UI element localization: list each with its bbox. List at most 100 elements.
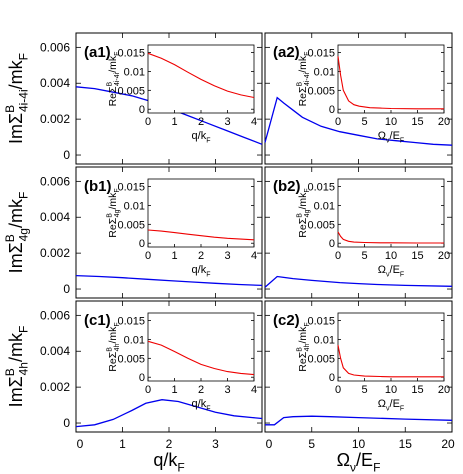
inset-x-tick-label: 1 (171, 250, 177, 262)
inset-a2-curve (337, 56, 444, 110)
inset-y-tick-label: 0 (139, 104, 145, 116)
inset-y-tick-label: 0.01 (314, 334, 335, 346)
x-tick-label: 3 (212, 437, 219, 451)
inset-y-tick-label: 0.005 (117, 353, 145, 365)
panel-c2-curve (265, 415, 453, 426)
inset-b1-curve (147, 229, 255, 241)
y-tick-label: 0 (63, 416, 70, 430)
panel-b1-curve (75, 274, 263, 287)
inset-x-tick-label: 10 (385, 250, 397, 262)
inset-y-tick-label: 0.005 (307, 353, 335, 365)
panel-label-c2: (c2) (273, 312, 300, 329)
panel-label-a2: (a2) (273, 44, 300, 61)
inset-x-tick-label: 0 (335, 116, 341, 128)
x-axis-label-col1: q/kF (153, 450, 184, 474)
inset-x-axis-label: q/kF (192, 130, 211, 144)
inset-x-tick-label: 15 (411, 250, 423, 262)
y-axis-label-row1: ImΣB4i-4i/mkF (3, 53, 31, 144)
inset-y-axis-label: ReΣB4g/mkF (106, 188, 121, 237)
inset-x-axis-label: Ων/EF (378, 130, 404, 144)
x-tick-label: 20 (441, 437, 455, 451)
inset-y-tick-label: 0.01 (314, 66, 335, 78)
inset-x-tick-label: 20 (438, 116, 450, 128)
panel-b2-curve (264, 275, 453, 288)
inset-x-tick-label: 2 (198, 116, 204, 128)
inset-x-tick-label: 5 (361, 384, 367, 396)
inset-x-tick-label: 15 (411, 384, 423, 396)
inset-y-tick-label: 0.005 (307, 85, 335, 97)
inset-x-tick-label: 1 (171, 384, 177, 396)
inset-y-tick-label: 0.015 (117, 182, 145, 194)
inset-a2-frame (337, 44, 445, 114)
panel-label-c1: (c1) (84, 312, 111, 329)
x-tick-label: 15 (399, 437, 413, 451)
y-tick-label: 0.006 (40, 308, 70, 322)
inset-x-axis-label: Ων/EF (378, 398, 404, 412)
inset-y-tick-label: 0.01 (124, 334, 145, 346)
inset-c1-frame (147, 312, 255, 382)
y-tick-label: 0 (63, 282, 70, 296)
inset-x-axis-label: q/kF (192, 398, 211, 412)
inset-x-tick-label: 2 (198, 384, 204, 396)
inset-y-tick-label: 0 (139, 372, 145, 384)
inset-x-tick-label: 10 (385, 116, 397, 128)
inset-b2-curve (337, 231, 444, 244)
panel-a2-curve (264, 96, 453, 146)
inset-x-tick-label: 2 (198, 250, 204, 262)
panel-label-a1: (a1) (84, 44, 111, 61)
inset-x-tick-label: 15 (411, 116, 423, 128)
y-axis-label-row2: ImΣB4g/mkF (3, 192, 31, 274)
inset-x-tick-label: 4 (251, 384, 257, 396)
inset-b1-frame (147, 178, 255, 248)
inset-x-tick-label: 5 (361, 116, 367, 128)
y-tick-label: 0 (63, 148, 70, 162)
inset-y-axis-label: ReΣB4i-4i/mkF (296, 52, 311, 107)
inset-x-tick-label: 0 (145, 384, 151, 396)
panel-label-b2: (b2) (273, 178, 301, 195)
y-tick-label: 0.006 (40, 40, 70, 54)
inset-y-tick-label: 0.005 (117, 219, 145, 231)
x-tick-label: 1 (119, 437, 126, 451)
y-tick-label: 0.004 (40, 344, 70, 358)
inset-x-tick-label: 3 (224, 384, 230, 396)
inset-x-tick-label: 20 (438, 250, 450, 262)
inset-x-axis-label: q/kF (192, 264, 211, 278)
inset-y-axis-label: ReΣB4i-4i/mkF (106, 52, 121, 107)
inset-y-tick-label: 0.015 (117, 48, 145, 60)
inset-y-tick-label: 0.01 (314, 200, 335, 212)
inset-c1-curve (147, 340, 255, 376)
inset-y-tick-label: 0 (329, 238, 335, 250)
inset-a1-curve (147, 52, 255, 99)
inset-x-tick-label: 4 (251, 116, 257, 128)
inset-y-axis-label: ReΣB4h/mkF (296, 322, 311, 371)
inset-y-tick-label: 0 (139, 238, 145, 250)
inset-y-tick-label: 0.015 (117, 316, 145, 328)
inset-y-tick-label: 0 (329, 372, 335, 384)
inset-y-axis-label: ReΣB4h/mkF (106, 322, 121, 371)
inset-y-tick-label: 0.005 (307, 219, 335, 231)
y-tick-label: 0.002 (40, 246, 70, 260)
y-tick-label: 0.002 (40, 112, 70, 126)
inset-x-tick-label: 0 (145, 116, 151, 128)
inset-x-tick-label: 1 (171, 116, 177, 128)
inset-c2-curve (337, 344, 444, 378)
y-axis-label-row3: ImΣB4h/mkF (3, 326, 31, 408)
inset-x-tick-label: 4 (251, 250, 257, 262)
y-tick-label: 0.006 (40, 174, 70, 188)
x-tick-label: 10 (352, 437, 366, 451)
inset-x-tick-label: 3 (224, 116, 230, 128)
x-tick-label: 5 (308, 437, 315, 451)
y-tick-label: 0.004 (40, 76, 70, 90)
inset-y-tick-label: 0.015 (307, 316, 335, 328)
y-tick-label: 0.002 (40, 380, 70, 394)
panel-label-b1: (b1) (84, 178, 112, 195)
x-tick-label: 0 (77, 437, 84, 451)
y-tick-label: 0.004 (40, 210, 70, 224)
inset-y-tick-label: 0.005 (117, 85, 145, 97)
inset-y-tick-label: 0.015 (307, 182, 335, 194)
inset-y-tick-label: 0 (329, 104, 335, 116)
x-tick-label: 0 (266, 437, 273, 451)
panel-c1-curve (75, 399, 263, 428)
inset-x-tick-label: 0 (145, 250, 151, 262)
